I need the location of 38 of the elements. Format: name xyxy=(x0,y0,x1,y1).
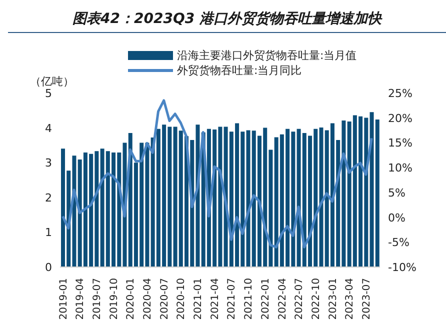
x-tick-label: 2022-07 xyxy=(294,278,306,320)
x-tick-label: 2022-10 xyxy=(310,278,322,320)
x-tick-label: 2023-04 xyxy=(344,278,356,320)
x-tick-label: 2021-04 xyxy=(210,278,221,320)
x-tick-label: 2022-01 xyxy=(260,278,272,320)
y2-tick-label: 10% xyxy=(388,162,412,175)
line-series xyxy=(62,99,373,248)
x-tick-label: 2021-10 xyxy=(244,278,255,320)
x-tick-label: 2022-04 xyxy=(277,278,288,320)
y2-tick-label: 0% xyxy=(388,211,406,224)
chart-title: 图表42：2023Q3 港口外贸货物吞吐量增速加快 xyxy=(8,8,446,33)
x-tick-label: 2020-10 xyxy=(176,278,188,320)
y2-tick-label: 20% xyxy=(388,112,412,125)
legend-label: 外贸货物吞吐量:当月同比 xyxy=(177,63,302,78)
y-tick-label: 2 xyxy=(45,191,52,204)
y-tick-label: 4 xyxy=(45,122,52,135)
x-tick-label: 2019-10 xyxy=(108,278,120,320)
y-tick-label: 0 xyxy=(45,261,52,274)
x-tick-label: 2021-07 xyxy=(226,278,238,320)
y-tick-label: 5 xyxy=(45,87,52,100)
x-tick-label: 2023-01 xyxy=(328,278,339,320)
x-tick-label: 2019-07 xyxy=(92,278,103,320)
x-tick-label: 2023-07 xyxy=(361,278,372,320)
x-tick-label: 2019-04 xyxy=(75,278,86,320)
y2-tick-label: 15% xyxy=(388,136,412,150)
x-tick-label: 2020-07 xyxy=(159,278,170,320)
x-tick-label: 2020-04 xyxy=(142,278,154,320)
y2-tick-label: -5% xyxy=(388,236,410,250)
y-axis-title: （亿吨） xyxy=(30,74,74,89)
y2-tick-label: 5% xyxy=(388,186,406,200)
x-tick-label: 2021-01 xyxy=(193,278,204,320)
y-tick-label: 1 xyxy=(45,226,52,240)
legend-label: 沿海主要港口外贸货物吞吐量:当月值 xyxy=(177,48,357,63)
y2-tick-label: -10% xyxy=(388,261,416,274)
x-tick-label: 2020-01 xyxy=(126,278,137,320)
y2-tick-label: 25% xyxy=(388,87,412,100)
x-tick-label: 2019-01 xyxy=(58,278,70,320)
y-tick-label: 3 xyxy=(45,156,52,170)
